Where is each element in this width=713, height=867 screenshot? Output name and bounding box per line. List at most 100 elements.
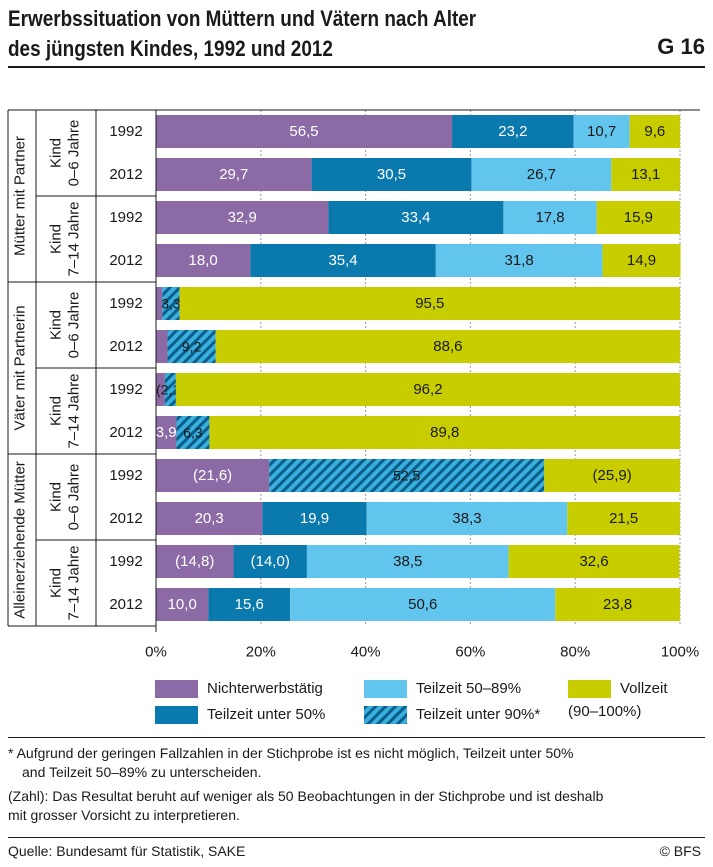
bar-segment-nichterwerbstaetig [156,545,234,578]
bar-segment-teilzeit_unter_90 [269,459,545,492]
legend-nichterwerbstaetig: Nichterwerbstätig [155,680,323,698]
legend-teilzeit-unter-90: Teilzeit unter 90%* [364,706,540,724]
bar-segment-teilzeit_unter_50 [311,158,472,191]
copyright: © BFS [659,843,701,859]
subgroup-label-line2: 0–6 Jahre [66,120,83,187]
bar-segment-nichterwerbstaetig [156,459,270,492]
data-label: 52,5 [393,468,420,484]
data-label: 96,2 [413,381,442,398]
bar-segment-nichterwerbstaetig [156,115,453,148]
subgroup-label-line1: Kind [48,138,65,168]
x-tick-label: 80% [560,644,590,661]
data-label: 17,8 [535,209,564,226]
data-label: 26,7 [527,166,556,183]
data-label: (25,9) [593,467,632,484]
legend-label-teilzeit-unter-50: Teilzeit unter 50% [207,706,326,723]
x-tick-label: 40% [351,644,381,661]
data-label: 31,8 [505,252,534,269]
footnote-1-line1: * Aufgrund der geringen Fallzahlen in de… [8,745,574,761]
bar-segment-teilzeit_unter_50 [452,115,574,148]
source-rule [8,837,705,838]
data-label: 9,2 [182,339,202,355]
group-label: Mütter mit Partner [12,136,29,256]
legend-teilzeit-unter-50: Teilzeit unter 50% [155,706,325,724]
data-label: 18,0 [189,252,218,269]
data-label: 6,3 [183,425,203,441]
bar-segment-nichterwerbstaetig [156,373,165,406]
data-label: 23,2 [498,123,527,140]
bar-segment-teilzeit_50_89 [306,545,509,578]
data-label: 30,5 [377,166,406,183]
bar-segment-teilzeit_unter_50 [328,201,504,234]
data-label: 9,6 [644,123,665,140]
bar-segment-teilzeit_unter_50 [233,545,307,578]
year-label: 2012 [109,424,142,441]
bar-segment-nichterwerbstaetig [156,330,168,363]
legend-swatch-nichterwerbstaetig [155,680,198,698]
bar-segment-teilzeit_50_89 [435,244,603,277]
data-label: 33,4 [401,209,430,226]
bar-segment-vollzeit [209,416,680,449]
year-label: 2012 [109,252,142,269]
bar-segment-vollzeit [544,459,680,492]
bar-segment-nichterwerbstaetig [156,416,177,449]
legend-swatch-teilzeit-unter-50 [155,706,198,724]
legend-teilzeit-50-89: Teilzeit 50–89% [364,680,521,698]
legend-swatch-vollzeit [568,680,611,698]
data-label: 15,6 [235,596,264,613]
subgroup-label-line1: Kind [48,310,65,340]
data-label: 15,9 [624,209,653,226]
footnote-2-line2: mit grosser Vorsicht zu interpretieren. [8,807,240,823]
data-label: 89,8 [430,424,459,441]
year-label: 1992 [109,467,142,484]
bar-segment-vollzeit [611,158,680,191]
bar-segment-nichterwerbstaetig [156,158,312,191]
data-label: 13,1 [631,166,660,183]
data-label: (21,6) [193,467,232,484]
bar-segment-teilzeit_unter_50 [208,588,291,621]
data-label: 21,5 [609,510,638,527]
year-label: 1992 [109,553,142,570]
footnote-2-line1: (Zahl): Das Resultat beruht auf weniger … [8,788,604,804]
bar-segment-teilzeit_unter_90 [162,287,180,320]
bar-segment-nichterwerbstaetig [156,287,163,320]
year-label: 1992 [109,209,142,226]
group-label: Alleinerziehende Mütter [12,461,29,619]
bar-segment-vollzeit [567,502,680,535]
data-label: 3,9 [156,424,177,441]
subgroup-label-line1: Kind [48,224,65,254]
legend-vollzeit: Vollzeit (90–100%) [568,680,668,720]
chart-title-line1: Erwerbssituation von Müttern und Vätern … [8,6,477,31]
data-label: 95,5 [415,295,444,312]
data-label: 32,9 [228,209,257,226]
footnote-1: * Aufgrund der geringen Fallzahlen in de… [8,744,574,782]
legend-label-teilzeit-50-89: Teilzeit 50–89% [416,680,522,697]
bar-segment-teilzeit_50_89 [503,201,597,234]
bar-segment-teilzeit_unter_50 [250,244,436,277]
footnote-rule [8,737,705,738]
legend-label-vollzeit-line2: (90–100%) [568,703,642,720]
bar-segment-vollzeit [179,287,680,320]
year-label: 2012 [109,510,142,527]
data-label: 38,5 [393,553,422,570]
subgroup-label-line1: Kind [48,482,65,512]
bar-segment-teilzeit_unter_50 [262,502,367,535]
data-label: 50,6 [408,596,437,613]
year-label: 1992 [109,295,142,312]
subgroup-label-line2: 7–14 Jahre [66,201,83,276]
year-label: 1992 [109,123,142,140]
data-label: 10,7 [587,123,616,140]
bar-segment-vollzeit [602,244,681,277]
data-label: 14,9 [627,252,656,269]
data-label: 23,8 [603,596,632,613]
bar-segment-vollzeit [175,373,681,406]
group-label: Väter mit Partnerin [12,305,29,430]
footnote-2: (Zahl): Das Resultat beruht auf weniger … [8,787,603,825]
bar-segment-teilzeit_50_89 [290,588,556,621]
bar-segment-teilzeit_unter_90 [167,330,216,363]
bar-segment-nichterwerbstaetig [156,588,209,621]
x-tick-label: 0% [145,644,167,661]
year-label: 1992 [109,381,142,398]
bar-segment-nichterwerbstaetig [156,502,263,535]
subgroup-label-line1: Kind [48,568,65,598]
